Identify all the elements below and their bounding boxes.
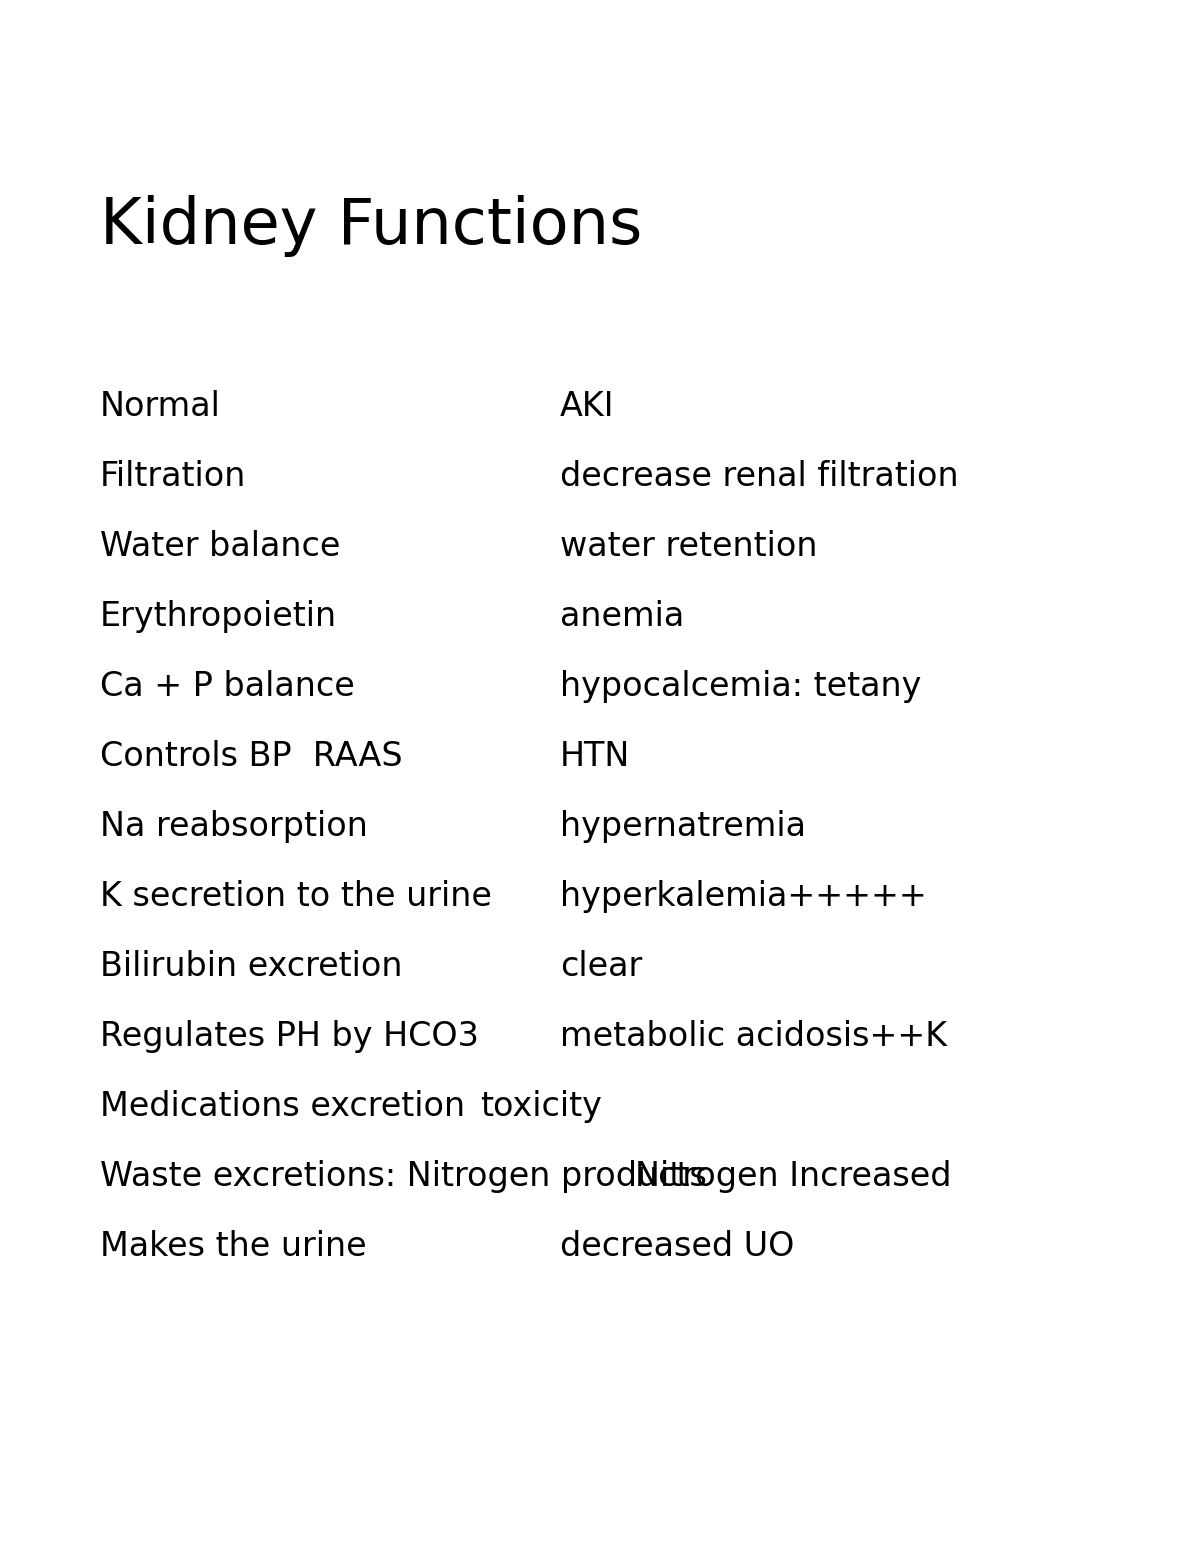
Text: decreased UO: decreased UO (560, 1230, 794, 1263)
Text: anemia: anemia (560, 599, 684, 634)
Text: Erythropoietin: Erythropoietin (100, 599, 337, 634)
Text: hyperkalemia+++++: hyperkalemia+++++ (560, 881, 926, 913)
Text: hypocalcemia: tetany: hypocalcemia: tetany (560, 669, 922, 704)
Text: Ca + P balance: Ca + P balance (100, 669, 355, 704)
Text: Normal: Normal (100, 390, 221, 422)
Text: Nitrogen Increased: Nitrogen Increased (635, 1160, 952, 1193)
Text: AKI: AKI (560, 390, 614, 422)
Text: metabolic acidosis++K: metabolic acidosis++K (560, 1020, 947, 1053)
Text: Waste excretions: Nitrogen products: Waste excretions: Nitrogen products (100, 1160, 707, 1193)
Text: toxicity: toxicity (480, 1090, 602, 1123)
Text: water retention: water retention (560, 530, 817, 564)
Text: Kidney Functions: Kidney Functions (100, 196, 642, 256)
Text: Water balance: Water balance (100, 530, 341, 564)
Text: Bilirubin excretion: Bilirubin excretion (100, 950, 402, 983)
Text: clear: clear (560, 950, 642, 983)
Text: Medications excretion: Medications excretion (100, 1090, 466, 1123)
Text: K secretion to the urine: K secretion to the urine (100, 881, 492, 913)
Text: decrease renal filtration: decrease renal filtration (560, 460, 959, 492)
Text: HTN: HTN (560, 739, 630, 773)
Text: hypernatremia: hypernatremia (560, 811, 806, 843)
Text: Makes the urine: Makes the urine (100, 1230, 367, 1263)
Text: Na reabsorption: Na reabsorption (100, 811, 368, 843)
Text: Filtration: Filtration (100, 460, 246, 492)
Text: Regulates PH by HCO3: Regulates PH by HCO3 (100, 1020, 479, 1053)
Text: Controls BP  RAAS: Controls BP RAAS (100, 739, 403, 773)
